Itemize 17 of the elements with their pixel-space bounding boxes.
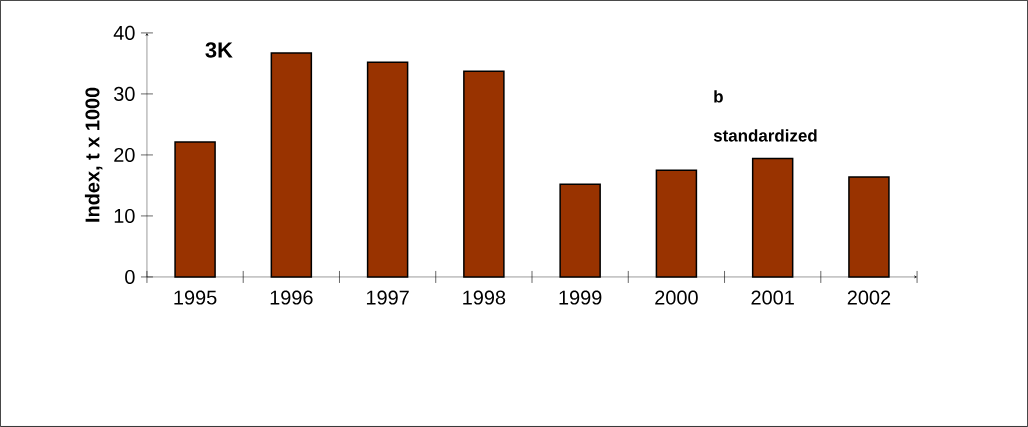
y-tick-label: 10 xyxy=(114,208,135,224)
annotation: 3K xyxy=(205,42,233,58)
y-tick-label: 40 xyxy=(113,25,135,41)
x-tick-label: 2002 xyxy=(847,290,891,305)
annotation: standardized xyxy=(713,129,817,142)
y-tick-label: 30 xyxy=(114,86,135,102)
y-axis-title: Index, t x 1000 xyxy=(84,87,103,222)
y-tick-label: 20 xyxy=(114,147,135,163)
x-tick-label: 2001 xyxy=(751,290,794,305)
x-tick-label: 1995 xyxy=(174,290,217,305)
x-tick-label: 1999 xyxy=(559,290,602,305)
x-tick-label: 1998 xyxy=(463,290,506,305)
annotation: b xyxy=(714,90,723,103)
y-tick-label: 0 xyxy=(125,269,135,285)
x-tick-label: 1996 xyxy=(270,290,313,305)
x-tick-label: 2000 xyxy=(655,290,698,305)
x-tick-label: 1997 xyxy=(366,290,409,305)
